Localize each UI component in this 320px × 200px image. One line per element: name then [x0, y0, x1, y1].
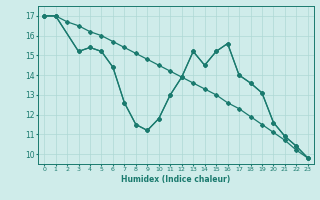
X-axis label: Humidex (Indice chaleur): Humidex (Indice chaleur) — [121, 175, 231, 184]
